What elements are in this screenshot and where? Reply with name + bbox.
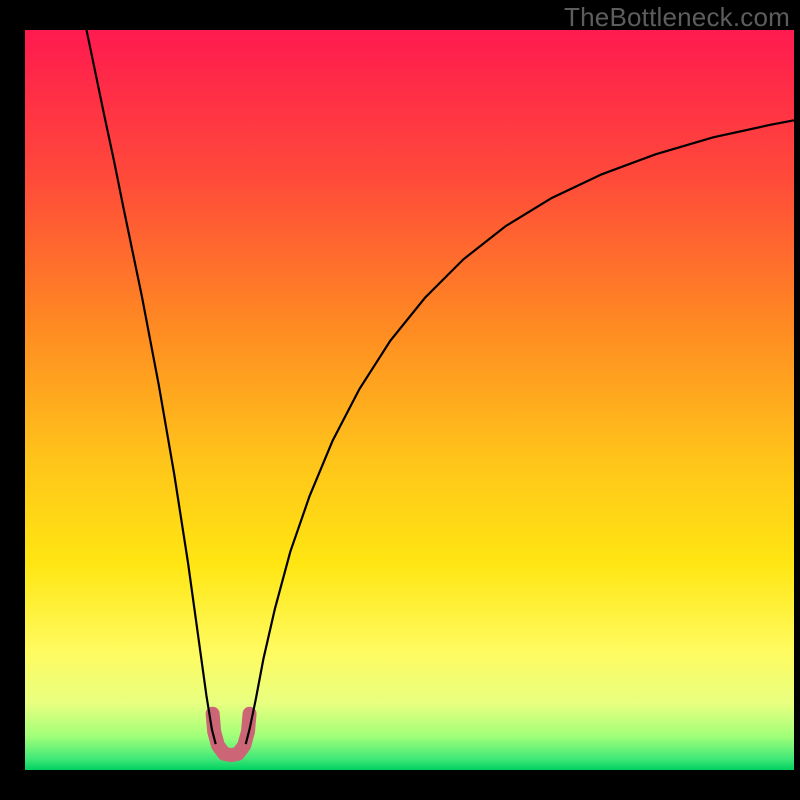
bottleneck-chart bbox=[0, 0, 800, 800]
chart-container: { "watermark": "TheBottleneck.com", "cha… bbox=[0, 0, 800, 800]
chart-background-gradient bbox=[25, 30, 794, 770]
watermark-text: TheBottleneck.com bbox=[564, 2, 790, 33]
